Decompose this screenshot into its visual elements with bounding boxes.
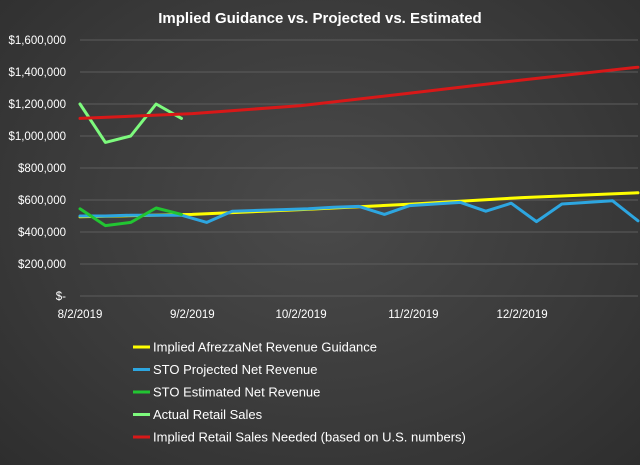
legend-label: Implied Retail Sales Needed (based on U.… <box>153 430 466 445</box>
gridlines <box>80 39 638 297</box>
y-tick-label: $- <box>56 291 66 303</box>
legend-label: Implied AfrezzaNet Revenue Guidance <box>153 340 377 355</box>
x-tick-label: 8/2/2019 <box>58 309 103 321</box>
legend-label: STO Projected Net Revenue <box>153 362 318 377</box>
series-lines <box>78 65 640 228</box>
y-axis: $- $200,000 $400,000 $600,000 $800,000 $1,000… <box>8 35 66 303</box>
series-line <box>78 191 640 219</box>
y-tick-label: $800,000 <box>18 163 66 175</box>
series-line <box>78 206 183 228</box>
y-tick-label: $1,400,000 <box>8 67 66 79</box>
y-tick-label: $1,200,000 <box>8 99 66 111</box>
x-tick-label: 10/2/2019 <box>275 309 326 321</box>
y-tick-label: $1,000,000 <box>8 131 66 143</box>
y-tick-label: $200,000 <box>18 259 66 271</box>
y-tick-label: $600,000 <box>18 195 66 207</box>
x-tick-label: 11/2/2019 <box>388 309 438 321</box>
chart-title: Implied Guidance vs. Projected vs. Estim… <box>158 10 481 27</box>
x-axis: 8/2/2019 9/2/2019 10/2/2019 11/2/2019 12/2/2… <box>58 309 548 321</box>
legend-label: Actual Retail Sales <box>153 407 263 422</box>
series-line <box>78 65 640 120</box>
y-tick-label: $1,600,000 <box>8 35 66 47</box>
x-tick-label: 12/2/2019 <box>496 309 547 321</box>
x-tick-label: 9/2/2019 <box>170 309 215 321</box>
legend: Implied AfrezzaNet Revenue Guidance STO P… <box>133 340 466 445</box>
series-line <box>78 102 183 144</box>
series-line <box>78 199 640 224</box>
y-tick-label: $400,000 <box>18 227 66 239</box>
legend-label: STO Estimated Net Revenue <box>153 385 320 400</box>
